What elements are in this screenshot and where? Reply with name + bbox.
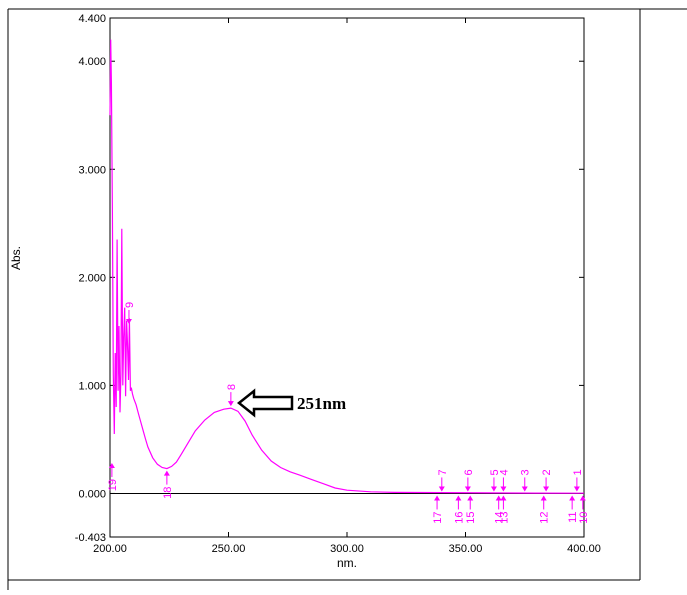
valley-arrow-icon	[540, 495, 547, 501]
peak-label: 5	[489, 469, 501, 475]
peak-marker: 2	[541, 469, 553, 492]
x-tick-label: 300.00	[330, 543, 364, 555]
peak-arrow-icon	[464, 486, 471, 492]
peak-label: 7	[437, 469, 449, 475]
valley-arrow-icon	[467, 495, 474, 501]
peak-marker: 6	[463, 469, 475, 492]
peak-label: 6	[463, 469, 475, 475]
peak-arrow-icon	[543, 486, 550, 492]
y-tick-label: 0.000	[78, 488, 106, 500]
valley-arrow-icon	[569, 495, 576, 501]
peak-label: 3	[520, 469, 532, 475]
x-tick-label: 350.00	[449, 543, 483, 555]
peak-marker: 1	[572, 469, 584, 492]
peak-arrow-icon	[500, 486, 507, 492]
valley-arrow-icon	[579, 495, 586, 501]
valley-arrow-icon	[495, 495, 502, 501]
peak-marker: 3	[520, 469, 532, 492]
y-axis-title: Abs.	[9, 246, 23, 270]
valley-marker: 10	[578, 495, 590, 524]
annotation-label: 251nm	[297, 394, 346, 413]
valley-label: 16	[453, 511, 465, 523]
y-tick-label: -0.403	[75, 532, 106, 544]
valley-marker: 17	[432, 495, 444, 524]
peak-marker: 8	[226, 384, 238, 407]
valley-label: 10	[578, 511, 590, 523]
peak-arrow-icon	[490, 486, 497, 492]
peak-arrow-icon	[227, 401, 234, 407]
peak-label: 2	[541, 469, 553, 475]
valley-marker: 14	[494, 495, 506, 524]
y-tick-label: 1.000	[78, 380, 106, 392]
valley-label: 12	[539, 511, 551, 523]
peak-label: 1	[572, 469, 584, 475]
valley-arrow-icon	[500, 495, 507, 501]
spectrum-line	[109, 39, 585, 494]
plot-area	[109, 17, 585, 538]
x-tick-label: 250.00	[212, 543, 246, 555]
peak-annotation: 251nm	[236, 388, 346, 418]
valley-label: 19	[107, 479, 119, 491]
valley-arrow-icon	[455, 495, 462, 501]
valley-marker: 13	[498, 495, 510, 524]
valley-arrow-icon	[163, 470, 170, 476]
peak-arrow-icon	[521, 486, 528, 492]
valley-marker: 16	[453, 495, 465, 524]
y-tick-label: 4.400	[78, 13, 106, 25]
valley-label: 18	[162, 487, 174, 499]
peak-marker: 9	[124, 302, 136, 324]
valley-label: 13	[498, 511, 510, 523]
valley-label: 11	[567, 511, 579, 522]
valley-label: 15	[465, 511, 477, 523]
valley-marker: 11	[567, 495, 579, 523]
peak-label: 9	[124, 302, 136, 308]
peak-arrow-icon	[125, 318, 132, 324]
valley-label: 17	[432, 511, 444, 523]
valley-marker: 19	[107, 463, 119, 491]
peak-marker: 5	[489, 469, 501, 492]
peak-marker: 4	[498, 469, 510, 492]
x-tick-label: 200.00	[93, 543, 127, 555]
annotation-arrow-icon	[236, 388, 294, 418]
x-axis-title: nm.	[337, 556, 357, 570]
peak-marker: 7	[437, 469, 449, 492]
peak-label: 8	[226, 384, 238, 390]
y-tick-label: 2.000	[78, 272, 106, 284]
x-tick-label: 400.00	[567, 543, 601, 555]
valley-marker: 12	[539, 495, 551, 524]
y-tick-label: 3.000	[78, 164, 106, 176]
valley-label: 14	[494, 511, 506, 523]
peak-arrow-icon	[438, 486, 445, 492]
peak-arrow-icon	[573, 486, 580, 492]
peak-label: 4	[498, 469, 510, 475]
valley-arrow-icon	[108, 463, 115, 469]
valley-marker: 18	[162, 470, 174, 499]
valley-arrow-icon	[434, 495, 441, 501]
valley-marker: 15	[465, 495, 477, 524]
y-tick-label: 4.000	[78, 56, 106, 68]
